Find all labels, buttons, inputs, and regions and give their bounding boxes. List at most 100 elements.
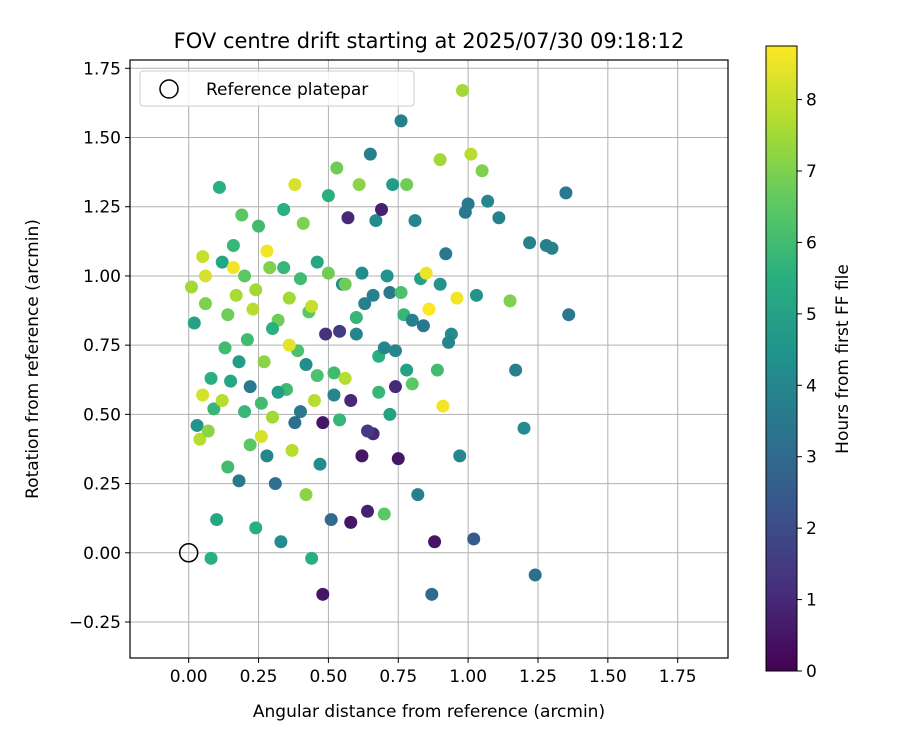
data-point (268, 477, 282, 491)
data-point (366, 288, 380, 302)
data-point (238, 269, 252, 283)
data-point (456, 83, 470, 97)
data-point (319, 327, 333, 341)
data-point (321, 189, 335, 203)
colorbar-gradient (765, 45, 798, 672)
data-point (277, 261, 291, 275)
data-point (196, 388, 210, 402)
y-tick-label: 1.50 (83, 129, 121, 149)
scatter-points (184, 83, 576, 601)
data-point (218, 341, 232, 355)
data-point (559, 186, 573, 200)
data-point (324, 513, 338, 527)
data-point (369, 214, 383, 228)
data-point (517, 421, 531, 435)
data-point (252, 219, 266, 233)
data-point (327, 388, 341, 402)
data-point (212, 180, 226, 194)
x-tick-label: 1.50 (589, 667, 627, 687)
colorbar-tick-label: 1 (806, 591, 817, 611)
colorbar-tick-label: 0 (806, 662, 817, 682)
data-point (204, 371, 218, 385)
data-point (207, 402, 221, 416)
data-point (307, 394, 321, 408)
x-axis-ticks: 0.00 0.25 0.50 0.75 1.00 1.25 1.50 1.75 (170, 658, 697, 687)
data-point (523, 236, 537, 250)
data-point (313, 457, 327, 471)
data-point (193, 432, 207, 446)
data-point (344, 394, 358, 408)
data-point (400, 178, 414, 192)
data-point (380, 269, 394, 283)
data-point (277, 203, 291, 216)
data-point (372, 385, 386, 399)
colorbar-tick-label: 5 (806, 305, 817, 325)
data-point (263, 261, 277, 275)
data-point (386, 178, 400, 192)
data-point (226, 261, 240, 275)
data-point (232, 355, 246, 369)
data-point (405, 377, 419, 391)
data-point (190, 418, 204, 432)
colorbar-tick-label: 3 (806, 448, 817, 468)
y-tick-label: 0.00 (83, 544, 121, 564)
data-point (215, 394, 229, 408)
data-point (210, 513, 224, 527)
data-point (243, 380, 257, 394)
y-axis-ticks: −0.25 0.00 0.25 0.50 0.75 1.00 1.25 1.50 1.75 (69, 59, 130, 633)
colorbar-tick-label: 2 (806, 519, 817, 539)
data-point (226, 238, 240, 252)
data-point (293, 405, 307, 419)
data-point (321, 266, 335, 280)
data-point (282, 291, 296, 305)
data-point (238, 405, 252, 419)
data-point (296, 216, 310, 230)
data-point (481, 194, 495, 208)
data-point (235, 208, 249, 222)
data-point (509, 363, 523, 377)
data-point (358, 297, 372, 311)
y-tick-label: 1.25 (83, 198, 121, 218)
x-tick-label: 0.25 (240, 667, 278, 687)
data-point (349, 310, 363, 324)
data-point (221, 460, 235, 474)
data-point (419, 266, 433, 280)
data-point (257, 355, 271, 369)
data-point (363, 147, 377, 161)
legend: Reference platepar (139, 70, 415, 107)
data-point (299, 488, 313, 502)
data-point (394, 286, 408, 300)
data-point (391, 452, 405, 466)
data-point (528, 568, 542, 582)
data-point (285, 443, 299, 457)
data-point (305, 551, 319, 565)
data-point (352, 178, 366, 192)
data-point (430, 363, 444, 377)
legend-label: Reference platepar (206, 80, 368, 100)
data-point (260, 244, 274, 258)
data-point (374, 203, 388, 216)
x-tick-label: 0.75 (379, 667, 417, 687)
data-point (361, 504, 375, 518)
data-point (475, 164, 489, 178)
data-point (215, 255, 229, 269)
y-tick-label: 0.25 (83, 475, 121, 495)
data-point (201, 424, 215, 438)
x-tick-label: 1.00 (449, 667, 487, 687)
data-point (388, 380, 402, 394)
data-point (293, 272, 307, 286)
data-point (562, 308, 576, 322)
data-point (254, 396, 268, 410)
data-point (232, 474, 246, 488)
y-axis-label: Rotation from reference (arcmin) (23, 219, 43, 499)
data-point (436, 399, 450, 413)
data-point (439, 247, 453, 261)
data-point (461, 197, 475, 211)
y-tick-label: −0.25 (69, 613, 121, 633)
y-tick-label: 0.50 (83, 405, 121, 425)
colorbar-tick-label: 7 (806, 162, 817, 182)
data-point (349, 327, 363, 341)
data-point (305, 299, 319, 313)
data-point (433, 153, 447, 167)
data-point (383, 407, 397, 421)
